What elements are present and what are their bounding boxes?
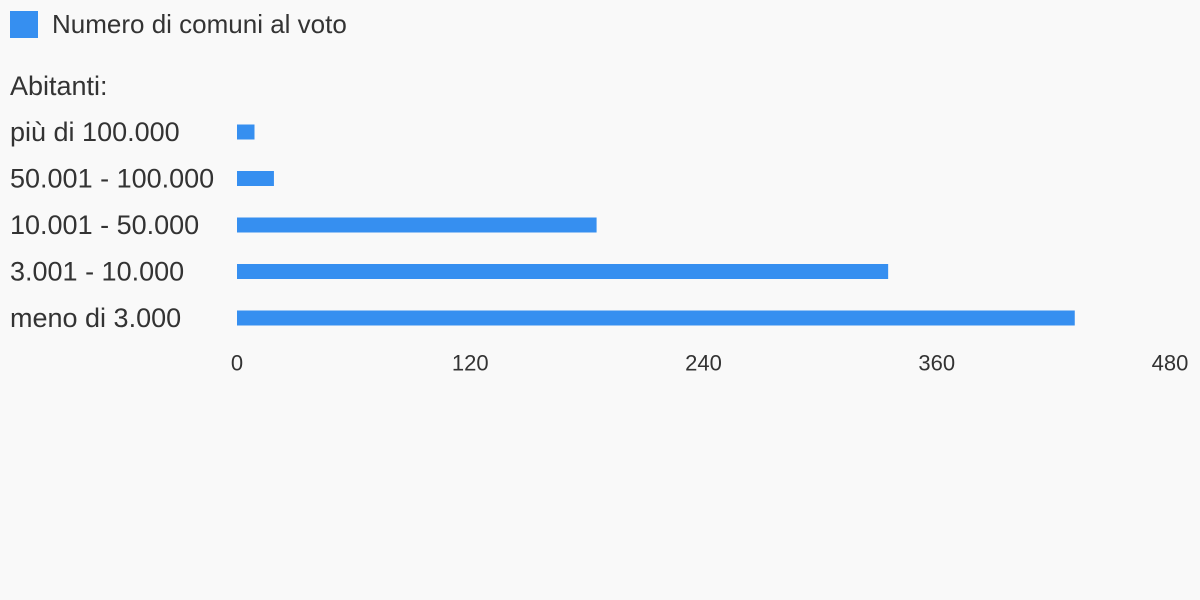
category-label: 50.001 - 100.000 [10,164,214,194]
bar[interactable] [237,124,255,140]
x-tick-label: 240 [685,351,722,376]
x-tick-label: 120 [452,351,489,376]
legend-swatch [10,10,38,38]
category-label: 10.001 - 50.000 [10,210,199,240]
category-axis-title: Abitanti: [10,71,108,101]
x-tick-label: 480 [1152,351,1189,376]
category-label: più di 100.000 [10,117,180,147]
category-label: meno di 3.000 [10,303,181,333]
x-tick-label: 0 [231,351,243,376]
legend-label: Numero di comuni al voto [52,9,347,39]
bar[interactable] [237,217,597,233]
x-tick-label: 360 [918,351,955,376]
category-label: 3.001 - 10.000 [10,257,184,287]
legend: Numero di comuni al voto [10,10,347,38]
bar[interactable] [237,171,274,186]
bar[interactable] [237,310,1075,326]
bar[interactable] [237,264,889,279]
